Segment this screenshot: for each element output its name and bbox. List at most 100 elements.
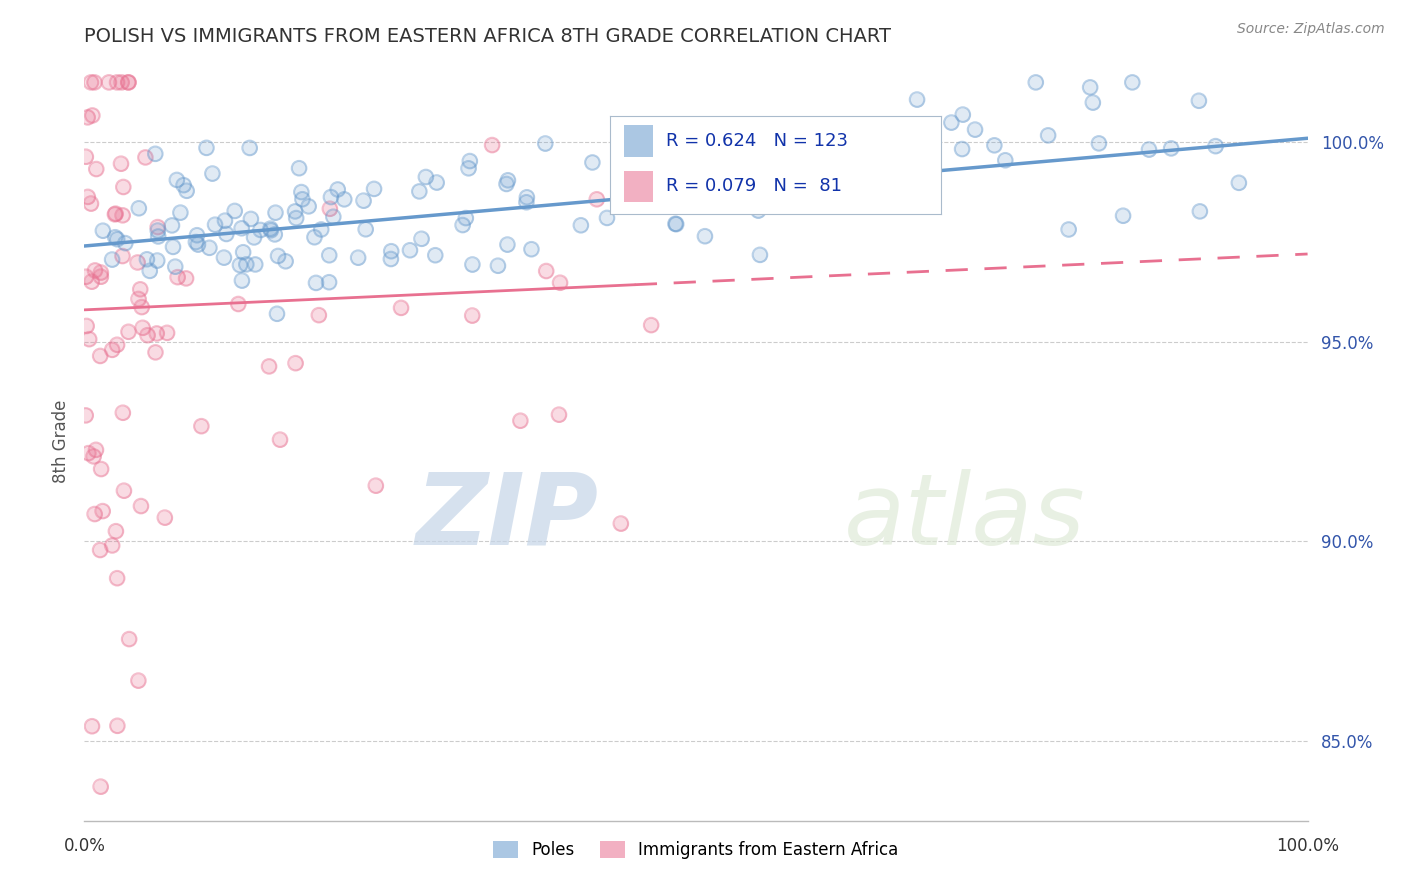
Point	[90, 266, 112, 280]
Point	[389, 301, 412, 315]
Point	[1227, 176, 1250, 190]
Point	[749, 248, 772, 262]
Point	[768, 150, 790, 164]
Point	[950, 142, 973, 156]
Point	[235, 257, 257, 271]
Point	[111, 406, 134, 420]
Point	[77, 332, 100, 346]
Point	[290, 185, 312, 199]
Point	[89, 349, 111, 363]
Point	[269, 433, 291, 447]
Point	[232, 245, 254, 260]
Point	[110, 75, 132, 89]
Point	[347, 251, 370, 265]
Point	[548, 408, 571, 422]
Point	[380, 244, 402, 259]
Point	[267, 249, 290, 263]
Point	[875, 119, 897, 133]
Point	[380, 244, 402, 259]
Point	[173, 178, 195, 193]
Point	[461, 258, 484, 272]
Point	[105, 571, 128, 585]
Point	[952, 107, 974, 121]
Point	[285, 211, 308, 225]
Point	[1188, 204, 1211, 219]
Point	[1036, 128, 1059, 143]
Point	[105, 571, 128, 585]
Point	[75, 269, 97, 284]
Point	[176, 184, 198, 198]
Point	[215, 227, 238, 241]
Point	[174, 271, 197, 285]
Point	[195, 141, 218, 155]
Point	[136, 252, 159, 267]
Point	[82, 108, 104, 122]
Point	[804, 179, 827, 194]
Point	[1137, 143, 1160, 157]
Point	[134, 151, 156, 165]
Point	[486, 259, 509, 273]
Point	[148, 229, 170, 244]
Point	[308, 308, 330, 322]
Point	[128, 292, 150, 306]
Point	[114, 236, 136, 251]
Point	[380, 252, 402, 266]
Point	[75, 150, 97, 164]
Point	[322, 210, 344, 224]
Point	[90, 780, 112, 794]
Point	[146, 224, 169, 238]
Point	[80, 719, 103, 733]
Point	[104, 207, 127, 221]
Point	[291, 192, 314, 206]
Point	[380, 252, 402, 266]
Point	[1205, 139, 1227, 153]
Point	[105, 75, 128, 89]
Point	[112, 180, 135, 194]
Point	[80, 196, 103, 211]
Point	[136, 252, 159, 267]
Point	[457, 161, 479, 176]
Point	[905, 93, 928, 107]
Point	[214, 213, 236, 227]
Point	[1160, 141, 1182, 155]
Point	[104, 207, 127, 221]
Point	[229, 258, 252, 272]
Point	[548, 408, 571, 422]
Point	[693, 229, 716, 244]
Point	[76, 318, 98, 333]
Point	[426, 176, 449, 190]
Point	[169, 205, 191, 219]
Point	[308, 308, 330, 322]
Point	[318, 248, 340, 262]
Point	[75, 409, 97, 423]
Point	[1025, 75, 1047, 89]
Point	[243, 230, 266, 244]
Point	[1057, 222, 1080, 236]
Point	[101, 539, 124, 553]
Point	[118, 632, 141, 646]
Point	[994, 153, 1017, 168]
Point	[411, 232, 433, 246]
Point	[173, 178, 195, 193]
Text: ZIP: ZIP	[415, 469, 598, 566]
Point	[127, 673, 149, 688]
Point	[1227, 176, 1250, 190]
Point	[231, 274, 253, 288]
Point	[201, 167, 224, 181]
Point	[610, 516, 633, 531]
Point	[127, 255, 149, 269]
Point	[318, 248, 340, 262]
Point	[128, 201, 150, 215]
Point	[166, 173, 188, 187]
Point	[105, 719, 128, 733]
Point	[212, 251, 235, 265]
Point	[90, 462, 112, 476]
Point	[204, 218, 226, 232]
Point	[263, 227, 285, 242]
Point	[1188, 204, 1211, 219]
Point	[235, 257, 257, 271]
Point	[354, 222, 377, 236]
Text: Source: ZipAtlas.com: Source: ZipAtlas.com	[1237, 22, 1385, 37]
Point	[515, 195, 537, 210]
Text: atlas: atlas	[844, 469, 1085, 566]
